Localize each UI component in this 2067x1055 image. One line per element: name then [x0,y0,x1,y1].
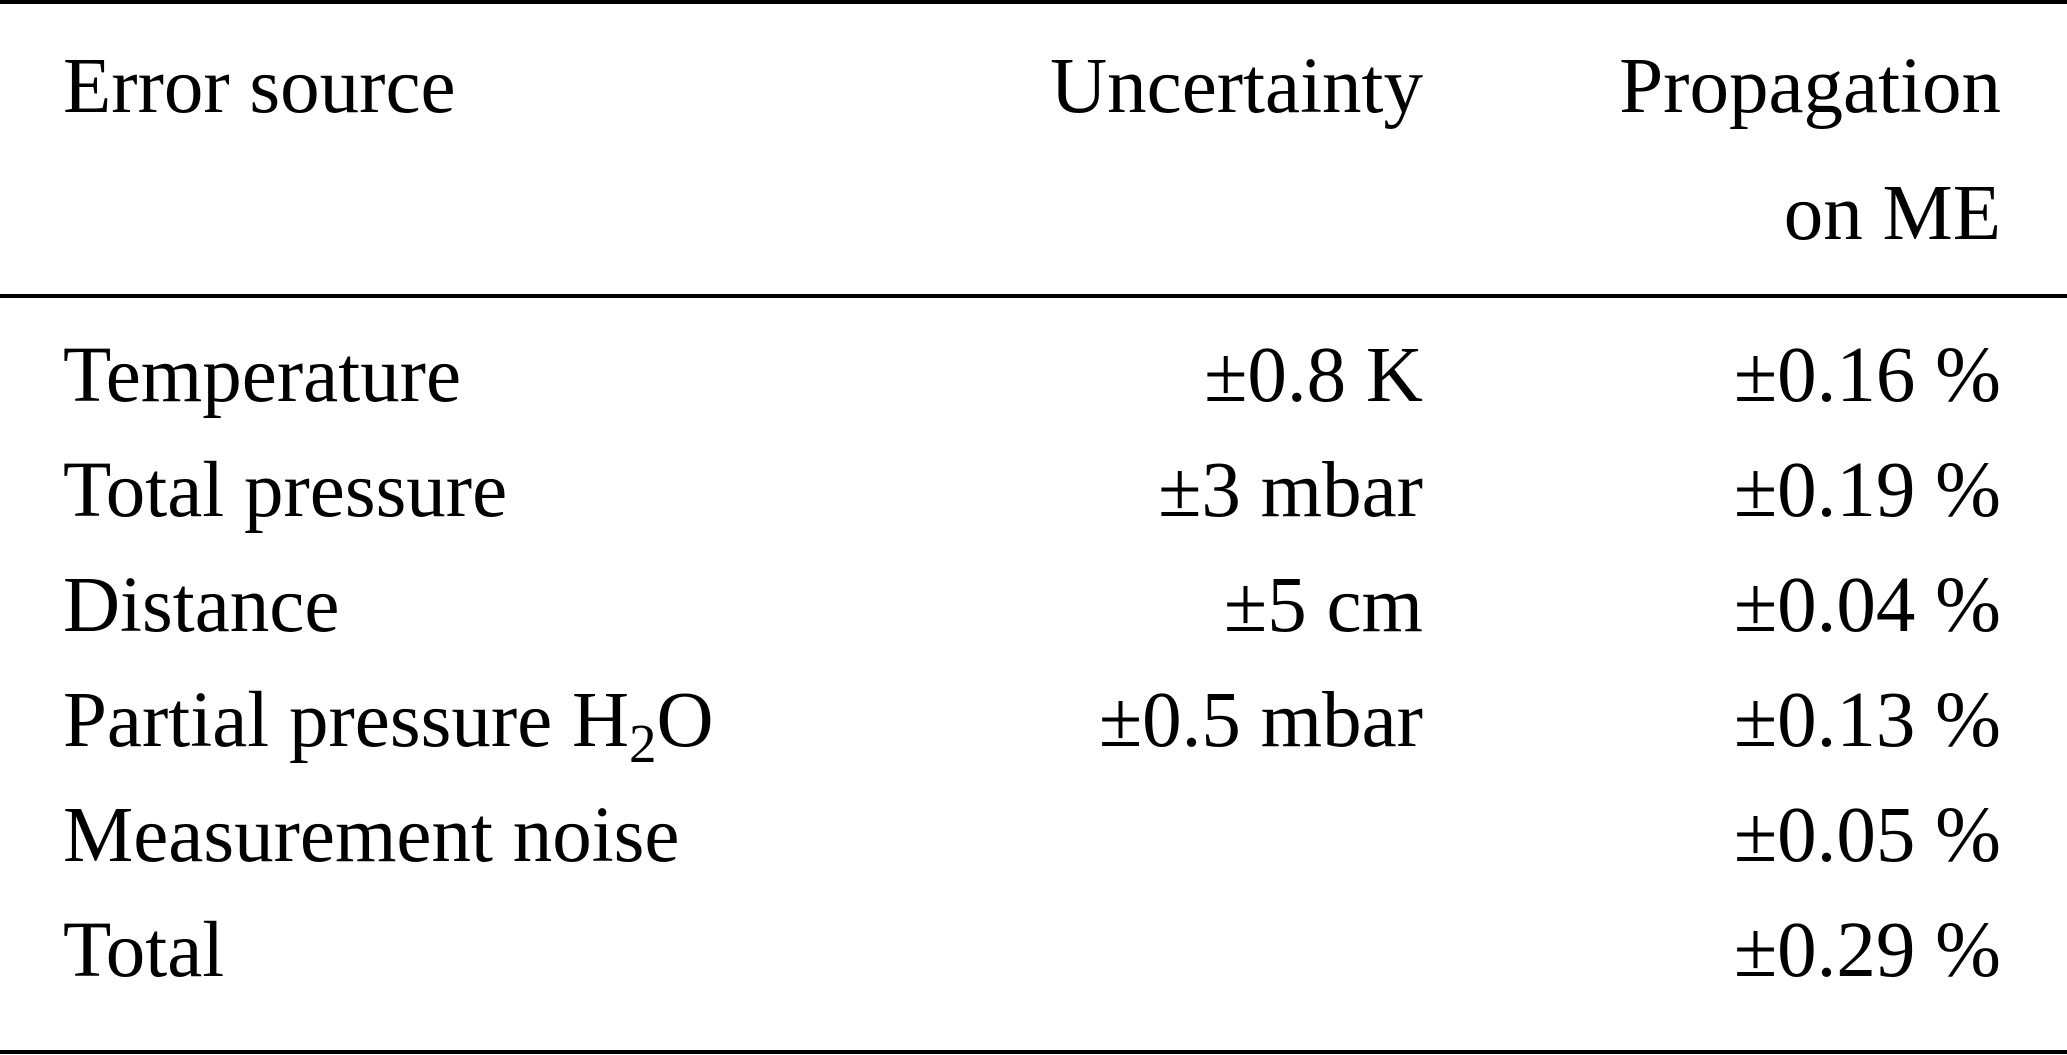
row-temperature-source: Temperature [63,332,462,419]
row-measurement-noise-propagation: ±0.05 % [1733,792,2001,879]
row-total-pressure-uncertainty: ±3 mbar [1158,447,1423,534]
row-measurement-noise-source: Measurement noise [63,792,680,879]
row-distance-propagation: ±0.04 % [1733,562,2001,649]
row-total-propagation: ±0.29 % [1733,907,2001,994]
table-bottom-rule [0,1050,2067,1054]
header-uncertainty: Uncertainty [1050,43,1423,130]
row-distance-uncertainty: ±5 cm [1223,562,1423,649]
row-total-source: Total [63,907,225,994]
header-propagation-line1: Propagation [1619,43,2001,130]
table-header-rule [0,294,2067,298]
header-propagation-line2: on ME [1783,170,2001,257]
row-partial-pressure-propagation: ±0.13 % [1733,677,2001,764]
row-partial-pressure-source: Partial pressure H2O [63,681,714,771]
row-partial-pressure-uncertainty: ±0.5 mbar [1098,677,1423,764]
row-total-pressure-propagation: ±0.19 % [1733,447,2001,534]
table-top-rule [0,0,2067,4]
subscript-two: 2 [629,713,657,774]
row-distance-source: Distance [63,562,340,649]
row-temperature-propagation: ±0.16 % [1733,332,2001,419]
oxygen-symbol: O [656,677,714,764]
partial-pressure-label: Partial pressure H [63,677,629,764]
header-error-source: Error source [63,43,456,130]
row-temperature-uncertainty: ±0.8 K [1204,332,1423,419]
row-total-pressure-source: Total pressure [63,447,508,534]
